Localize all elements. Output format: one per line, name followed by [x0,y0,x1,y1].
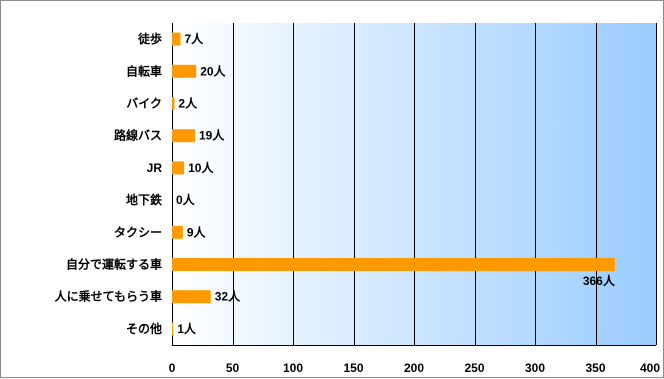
x-tick-label-8: 400 [640,361,660,375]
value-label-8: 32人 [215,289,241,304]
value-label-2: 2人 [178,96,198,111]
value-label-3: 19人 [199,128,225,143]
x-tick-label-0: 0 [169,361,176,375]
gridlines [172,23,657,346]
bar-9 [172,322,174,336]
value-label-9: 1人 [177,321,197,336]
category-label-0: 徒歩 [137,31,162,46]
x-tick-label-1: 50 [226,361,240,375]
category-label-8: 人に乗せてもらう車 [55,289,162,304]
value-label-5: 0人 [176,192,196,207]
value-label-0: 7人 [184,31,204,46]
bar-8 [172,290,211,304]
bar-4 [172,161,185,175]
x-tick-label-3: 150 [343,361,363,375]
x-tick-label-5: 250 [464,361,484,375]
value-label-4: 10人 [188,160,214,175]
x-tick-label-4: 200 [404,361,424,375]
category-label-2: バイク [126,97,162,111]
bar-6 [172,225,183,239]
category-label-6: タクシー [114,225,162,239]
x-tick-label-7: 350 [585,361,605,375]
category-label-4: JR [147,161,163,175]
bars [172,32,615,336]
value-labels: 7人 20人 2人 19人 10人 0人 9人 366人 32人 1人 [176,31,616,336]
value-label-6: 9人 [187,224,207,239]
category-label-5: 地下鉄 [126,192,162,207]
category-label-1: 自転車 [126,63,162,78]
bar-7 [172,258,615,271]
bar-1 [172,64,197,78]
x-tick-labels: 0 50 100 150 200 250 300 350 400 [169,361,661,375]
category-label-9: その他 [126,321,162,336]
x-tick-label-6: 300 [525,361,545,375]
bar-0 [172,32,181,46]
bar-3 [172,129,195,143]
category-label-7: 自分で運転する車 [66,257,162,272]
x-tick-label-2: 100 [283,361,303,375]
category-label-3: 路線バス [114,128,162,143]
bar-2 [172,97,175,110]
value-label-1: 20人 [200,63,226,78]
value-label-7: 366人 [583,273,616,288]
